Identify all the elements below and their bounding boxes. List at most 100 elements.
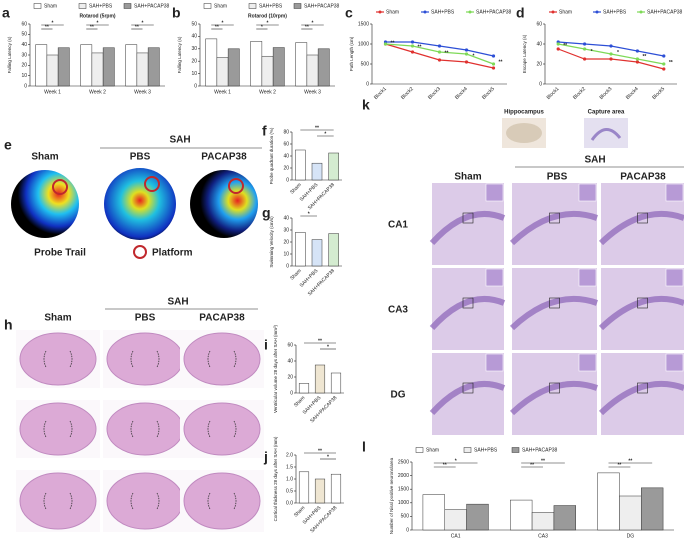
panel-label: c — [345, 5, 353, 21]
brain-section — [106, 402, 184, 456]
zoom-box — [462, 212, 474, 224]
y-tick-label: 30 — [283, 227, 289, 233]
sig-annotation: * — [327, 344, 329, 350]
legend-marker — [551, 10, 555, 14]
sig-annotation: * — [455, 458, 457, 464]
bar — [330, 372, 342, 394]
y-tick-label: 1000 — [398, 500, 409, 506]
sig-annotation: ** — [318, 448, 322, 454]
y-tick-label: 60 — [21, 21, 27, 27]
point — [609, 52, 613, 56]
panel-label: i — [264, 337, 268, 353]
legend-label: SAH+PBS — [89, 3, 113, 9]
x-tick-label: CA3 — [538, 533, 548, 539]
bar — [641, 487, 664, 531]
sig-annotation: ** — [617, 462, 621, 468]
y-tick-label: 20 — [287, 374, 293, 380]
legend-marker — [423, 10, 427, 14]
heatmap — [190, 170, 258, 238]
bar — [317, 48, 330, 87]
legend-marker — [595, 10, 599, 14]
y-tick-label: 20 — [536, 61, 542, 67]
bar — [328, 233, 339, 267]
bar — [444, 509, 467, 531]
column-label: PBS — [547, 172, 568, 183]
platform-ring — [144, 176, 160, 192]
bar — [328, 152, 339, 181]
y-tick-label: 0.0 — [286, 500, 293, 506]
panel-label: j — [263, 449, 268, 465]
legend-label: Sham — [559, 9, 572, 15]
point — [635, 49, 640, 53]
column-label: Sham — [31, 152, 58, 163]
cell-layer — [509, 380, 598, 416]
x-tick-label: Week 2 — [89, 89, 106, 95]
ventricle — [130, 420, 160, 438]
bar — [311, 162, 323, 181]
bar — [330, 473, 342, 504]
y-tick-label: 0 — [286, 177, 289, 183]
heatmap — [104, 168, 176, 240]
y-tick-label: 1.5 — [286, 464, 293, 470]
y-tick-label: 10 — [21, 73, 27, 79]
legend-swatch — [248, 3, 257, 9]
y-tick-label: 40 — [287, 358, 293, 364]
chart-title: Rotarod (10rpm) — [248, 13, 287, 19]
cell-layer — [598, 210, 684, 246]
legend-label: SAH+PACAP38 — [476, 9, 512, 15]
x-tick-label: Block4 — [625, 86, 640, 101]
sig-annotation: * — [222, 20, 224, 26]
legend-label: SAH+PACAP38 — [522, 447, 558, 453]
brain-section — [183, 402, 261, 456]
y-tick-label: 0 — [194, 83, 197, 89]
sig-annotation: ** — [45, 24, 49, 30]
zoom-box — [637, 212, 648, 224]
inset-image — [584, 118, 628, 148]
y-tick-label: 50 — [21, 32, 27, 38]
point — [410, 50, 415, 54]
ventricle — [43, 420, 73, 438]
sig-annotation: * — [312, 20, 314, 26]
panel-h: h SAH Sham PBS PACAP38 — [4, 297, 264, 532]
sig-annotation: ** — [628, 458, 632, 464]
y-tick-label: 0 — [366, 81, 369, 87]
x-tick-label: Block5 — [481, 86, 496, 101]
panel-e: e SAH Sham PBS PACAP38 Probe Trail Platf… — [4, 135, 262, 259]
panel-label: d — [516, 5, 525, 21]
y-tick-label: 60 — [287, 342, 293, 348]
bar — [216, 57, 229, 87]
row-label: CA3 — [388, 305, 408, 316]
sig-annotation: ** — [541, 458, 545, 464]
y-tick-label: 20 — [283, 165, 289, 171]
ventricle — [130, 350, 160, 368]
zoom-inset — [665, 268, 684, 287]
legend-swatch — [511, 447, 520, 453]
y-tick-label: 80 — [283, 129, 289, 135]
brain-section — [19, 472, 97, 530]
point — [437, 44, 442, 48]
sig-annotation: ** — [642, 54, 646, 60]
point — [583, 57, 587, 61]
y-tick-label: 0 — [286, 263, 289, 269]
y-tick-label: 0 — [406, 527, 409, 533]
panel-label: e — [4, 137, 12, 153]
y-tick-label: 0.5 — [286, 488, 293, 494]
bar — [553, 505, 577, 531]
legend-label: Platform — [152, 248, 193, 259]
y-tick-label: 10 — [191, 71, 197, 77]
y-tick-label: 40 — [536, 41, 542, 47]
legend-swatch — [203, 3, 212, 9]
x-tick-label: Block3 — [598, 86, 613, 101]
cell-layer — [429, 210, 506, 246]
zoom-inset — [485, 268, 504, 287]
column-label: Sham — [454, 172, 481, 183]
y-tick-label: 30 — [191, 46, 197, 52]
sig-annotation: ** — [669, 60, 673, 66]
bar — [80, 44, 93, 87]
brain-section — [183, 472, 261, 530]
point — [464, 52, 469, 56]
zoom-box — [462, 297, 474, 309]
inset-label: Capture area — [588, 110, 625, 116]
point — [464, 48, 469, 52]
